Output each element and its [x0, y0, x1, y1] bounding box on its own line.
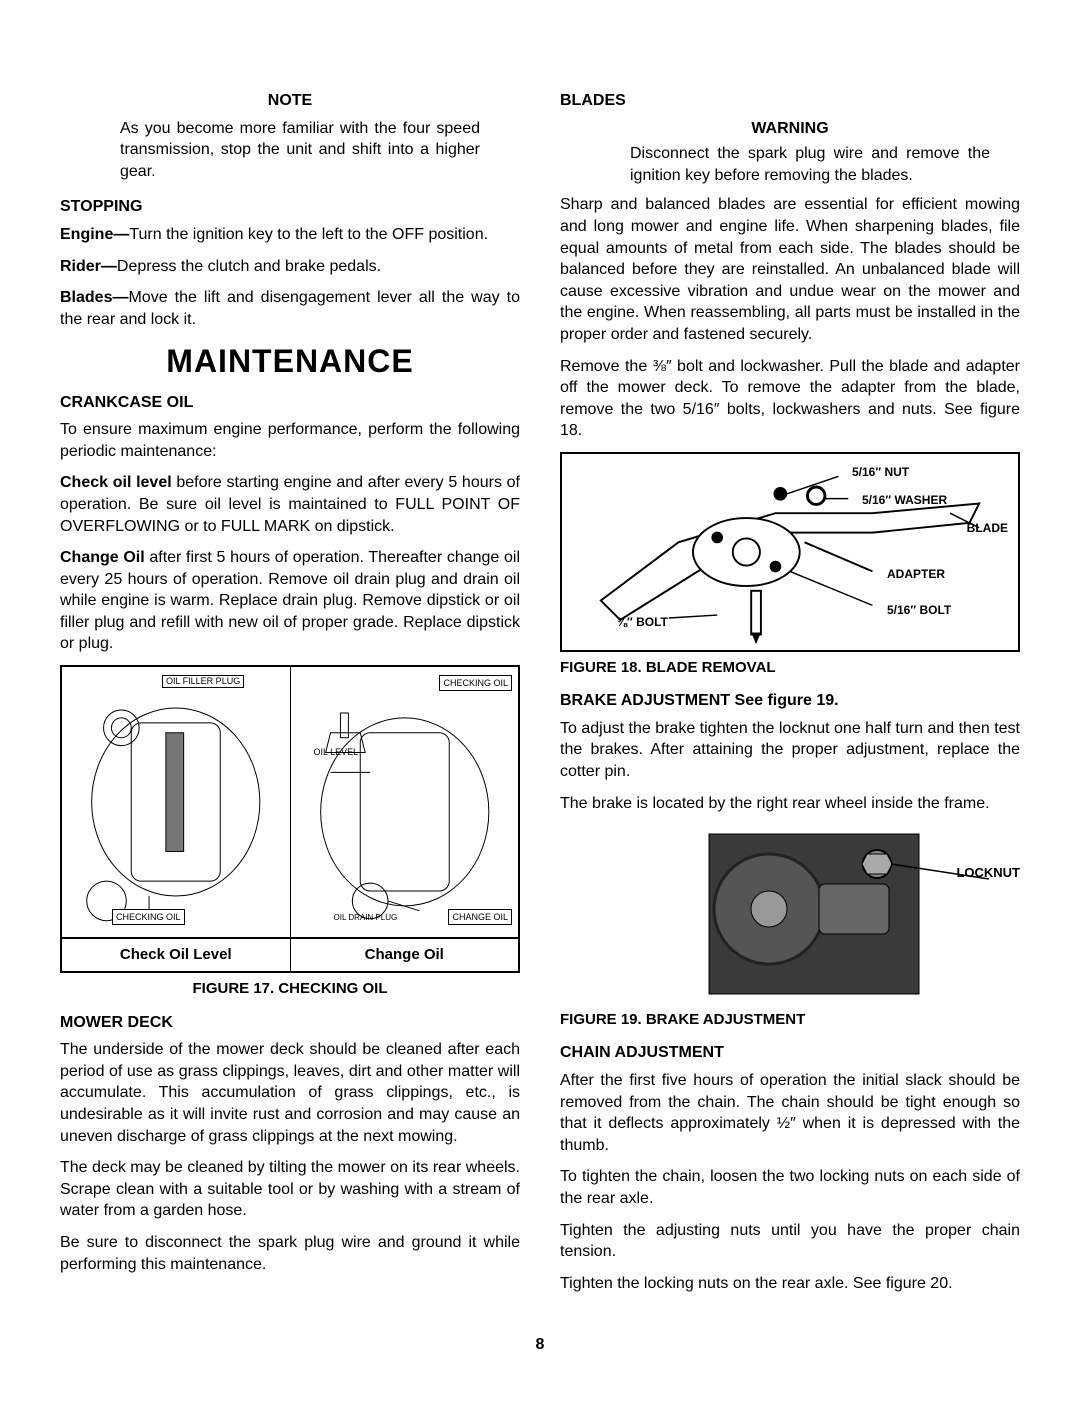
blades-label: Blades— [60, 289, 128, 306]
fig17-change-label: Change Oil [291, 939, 519, 971]
warning-body: Disconnect the spark plug wire and remov… [630, 143, 990, 186]
engine-change-oil-illustration [291, 667, 519, 937]
warning-heading: WARNING [560, 118, 1020, 140]
chain-p1: After the first five hours of operation … [560, 1070, 1020, 1156]
figure-19-caption: FIGURE 19. BRAKE ADJUSTMENT [560, 1010, 1020, 1030]
locknut-label: LOCKNUT [956, 864, 1020, 882]
right-column: BLADES WARNING Disconnect the spark plug… [560, 90, 1020, 1304]
note-heading: NOTE [60, 90, 520, 112]
engine-label: Engine— [60, 226, 129, 243]
left-column: NOTE As you become more familiar with th… [60, 90, 520, 1304]
mower-deck-p3: Be sure to disconnect the spark plug wir… [60, 1232, 520, 1275]
washer-label: 5/16″ WASHER [862, 492, 947, 508]
figure-19: LOCKNUT [698, 824, 1020, 1004]
blades-heading: BLADES [560, 90, 1020, 112]
rider-text: Depress the clutch and brake pedals. [117, 258, 381, 275]
check-oil-label: Check oil level [60, 474, 172, 491]
checking-oil-tr-label: CHECKING OIL [439, 675, 512, 691]
brake-heading: BRAKE ADJUSTMENT See figure 19. [560, 690, 1020, 712]
chain-p2: To tighten the chain, loosen the two loc… [560, 1166, 1020, 1209]
bolt516-label: 5/16″ BOLT [887, 602, 951, 618]
change-oil-label: Change Oil [60, 549, 145, 566]
blades-p2: Remove the ⅜″ bolt and lockwasher. Pull … [560, 356, 1020, 442]
stopping-heading: STOPPING [60, 196, 520, 218]
oil-filler-plug-label: OIL FILLER PLUG [162, 675, 244, 688]
change-oil-br-label: CHANGE OIL [448, 909, 512, 925]
brake-p2: The brake is located by the right rear w… [560, 793, 1020, 815]
change-oil-paragraph: Change Oil after first 5 hours of operat… [60, 547, 520, 655]
stopping-blades: Blades—Move the lift and disengagement l… [60, 287, 520, 330]
rider-label: Rider— [60, 258, 117, 275]
bolt38-label: ⅜″ BOLT [617, 614, 668, 630]
blade-label: BLADE [967, 520, 1008, 536]
stopping-rider: Rider—Depress the clutch and brake pedal… [60, 256, 520, 278]
fig17-check-label: Check Oil Level [62, 939, 291, 971]
chain-p3: Tighten the adjusting nuts until you hav… [560, 1220, 1020, 1263]
engine-text: Turn the ignition key to the left to the… [129, 226, 488, 243]
oil-drain-plug-label: OIL DRAIN PLUG [331, 912, 401, 925]
stopping-engine: Engine—Turn the ignition key to the left… [60, 224, 520, 246]
figure-17: OIL FILLER PLUG CHECKING OIL CHECKING OI… [60, 665, 520, 973]
figure-18: 5/16″ NUT 5/16″ WASHER BLADE ADAPTER 5/1… [560, 452, 1020, 652]
oil-level-label: OIL LEVEL [311, 745, 362, 759]
note-body: As you become more familiar with the fou… [120, 118, 480, 183]
crankcase-heading: CRANKCASE OIL [60, 392, 520, 414]
nut-label: 5/16″ NUT [852, 464, 909, 480]
chain-heading: CHAIN ADJUSTMENT [560, 1042, 1020, 1064]
figure-17-caption: FIGURE 17. CHECKING OIL [60, 979, 520, 999]
page-number: 8 [60, 1334, 1020, 1356]
engine-check-oil-illustration [62, 667, 290, 937]
maintenance-title: MAINTENANCE [60, 340, 520, 383]
adapter-label: ADAPTER [887, 566, 945, 582]
crankcase-intro: To ensure maximum engine performance, pe… [60, 419, 520, 462]
checking-oil-bl-label: CHECKING OIL [112, 909, 185, 925]
fig17-left-panel: OIL FILLER PLUG CHECKING OIL [62, 667, 291, 937]
brake-adjustment-illustration [698, 824, 1020, 1004]
figure-18-caption: FIGURE 18. BLADE REMOVAL [560, 658, 1020, 678]
mower-deck-p2: The deck may be cleaned by tilting the m… [60, 1157, 520, 1222]
fig17-right-panel: CHECKING OIL OIL LEVEL OIL DRAIN PLUG CH… [291, 667, 519, 937]
brake-p1: To adjust the brake tighten the locknut … [560, 718, 1020, 783]
mower-deck-heading: MOWER DECK [60, 1012, 520, 1034]
blades-p1: Sharp and balanced blades are essential … [560, 194, 1020, 345]
mower-deck-p1: The underside of the mower deck should b… [60, 1039, 520, 1147]
check-oil-paragraph: Check oil level before starting engine a… [60, 472, 520, 537]
chain-p4: Tighten the locking nuts on the rear axl… [560, 1273, 1020, 1295]
blades-text: Move the lift and disengagement lever al… [60, 289, 520, 328]
